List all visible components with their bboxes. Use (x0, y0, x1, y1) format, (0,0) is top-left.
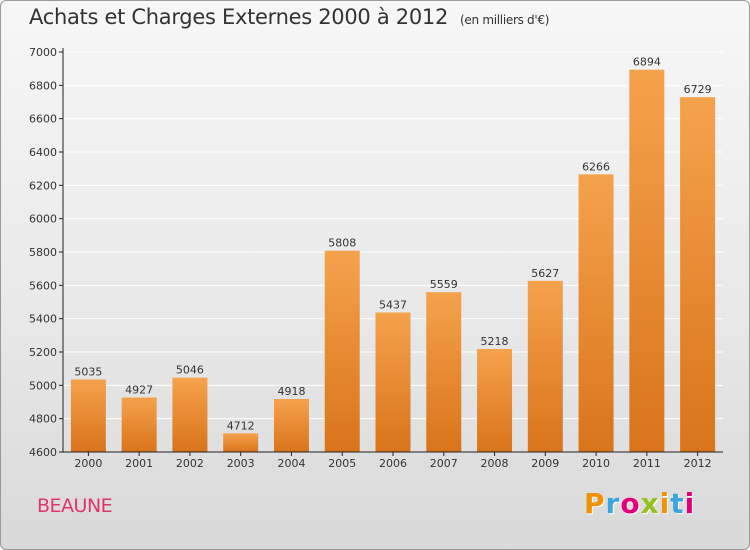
bar (629, 69, 665, 453)
chart-subtitle: (en milliers d'€) (460, 13, 550, 27)
bar (426, 292, 462, 452)
bar-value-label: 5218 (481, 335, 509, 348)
bar-value-label: 5559 (430, 278, 458, 291)
bar (223, 433, 259, 452)
y-tick-label: 5600 (29, 279, 57, 292)
chart-title: Achats et Charges Externes 2000 à 2012 (e… (29, 5, 549, 29)
bar (375, 312, 411, 452)
x-tick-label: 2001 (125, 457, 153, 470)
bar (324, 250, 360, 452)
commune-name: BEAUNE (37, 495, 113, 517)
x-tick-label: 2011 (633, 457, 661, 470)
x-tick-label: 2012 (684, 457, 712, 470)
y-tick-label: 6800 (29, 79, 57, 92)
logo-letter: i (659, 487, 671, 520)
x-tick-label: 2000 (74, 457, 102, 470)
bar-value-label: 5627 (531, 267, 559, 280)
x-tick-label: 2008 (481, 457, 509, 470)
bar (578, 174, 614, 453)
bar (477, 349, 513, 452)
logo-letter: o (620, 487, 641, 520)
logo-letter: i (684, 487, 696, 520)
bar (121, 397, 157, 452)
bar (70, 379, 106, 452)
x-tick-label: 2004 (277, 457, 305, 470)
chart-title-text: Achats et Charges Externes 2000 à 2012 (29, 5, 449, 29)
x-tick-label: 2006 (379, 457, 407, 470)
logo-letter: r (605, 487, 621, 520)
y-tick-label: 5200 (29, 346, 57, 359)
x-tick-label: 2003 (227, 457, 255, 470)
logo-letter: P (584, 487, 606, 520)
bar (273, 399, 309, 452)
bar-value-label: 5035 (74, 366, 102, 379)
y-tick-label: 5800 (29, 246, 57, 259)
y-tick-label: 7000 (29, 46, 57, 59)
y-tick-label: 6000 (29, 213, 57, 226)
bar-value-label: 4927 (125, 384, 153, 397)
y-tick-label: 6400 (29, 146, 57, 159)
y-tick-label: 4600 (29, 446, 57, 459)
bar-value-label: 5437 (379, 299, 407, 312)
bar-value-label: 5808 (328, 237, 356, 250)
bar-value-label: 6729 (684, 83, 712, 96)
y-tick-label: 4800 (29, 413, 57, 426)
bar-value-label: 6894 (633, 56, 661, 69)
bar-value-label: 6266 (582, 160, 610, 173)
x-tick-label: 2009 (531, 457, 559, 470)
y-tick-label: 5000 (29, 379, 57, 392)
x-tick-label: 2002 (176, 457, 204, 470)
x-tick-label: 2005 (328, 457, 356, 470)
y-tick-label: 5400 (29, 313, 57, 326)
y-tick-label: 6200 (29, 179, 57, 192)
proxiti-logo: Proxiti (584, 487, 695, 520)
bar (172, 377, 208, 452)
bar (680, 97, 716, 453)
bar-value-label: 5046 (176, 364, 204, 377)
x-tick-label: 2007 (430, 457, 458, 470)
logo-letter: t (670, 487, 685, 520)
bar-value-label: 4712 (227, 419, 255, 432)
y-tick-label: 6600 (29, 113, 57, 126)
logo-letter: x (640, 487, 660, 520)
x-tick-label: 2010 (582, 457, 610, 470)
bar-value-label: 4918 (277, 385, 305, 398)
bar (527, 280, 563, 452)
